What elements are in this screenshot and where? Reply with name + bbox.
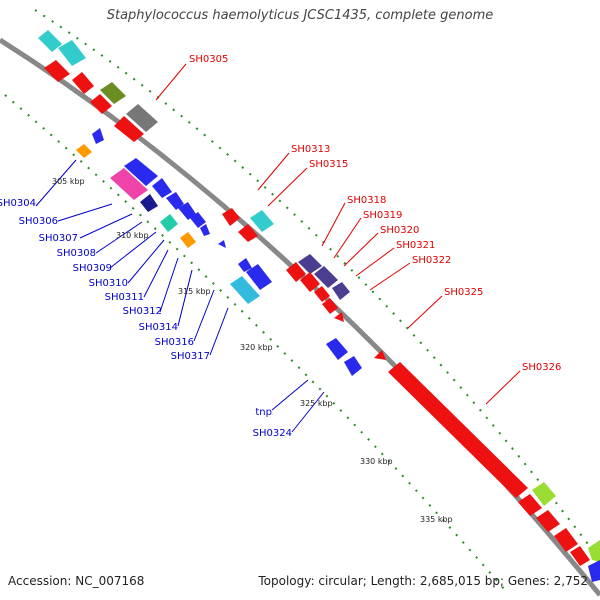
reverse-genes <box>76 128 362 376</box>
forward-genes <box>38 30 600 582</box>
gene-red-8[interactable] <box>300 272 320 292</box>
tick-label: 320 kbp <box>240 343 273 352</box>
gene-label: tnp <box>255 407 272 418</box>
gene-blue-12[interactable] <box>344 356 362 376</box>
tick-label: 310 kbp <box>116 231 149 240</box>
gene-red-14[interactable] <box>570 546 590 566</box>
gene-label: SH0313 <box>291 144 330 155</box>
gene-orange-1[interactable] <box>76 144 92 158</box>
gene-blue-2[interactable] <box>124 158 158 186</box>
gene-blue-end[interactable] <box>588 560 600 582</box>
gene-red-10[interactable] <box>322 298 338 314</box>
gene-red-4[interactable] <box>114 116 144 142</box>
gene-red-2[interactable] <box>72 72 94 94</box>
gene-label: SH0309 <box>73 263 112 274</box>
gene-label: SH0324 <box>253 428 292 439</box>
gene-label: SH0319 <box>363 210 402 221</box>
gene-olive[interactable] <box>100 82 126 104</box>
gene-blue-10[interactable] <box>246 264 272 290</box>
gene-blue-7[interactable] <box>200 224 210 236</box>
gene-cyan-r[interactable] <box>230 276 260 304</box>
gene-label: SH0306 <box>19 216 58 227</box>
gene-label: SH0320 <box>380 225 419 236</box>
gene-blue-6[interactable] <box>190 212 206 228</box>
gene-navy-2[interactable] <box>314 266 338 288</box>
gene-label: SH0305 <box>189 54 228 65</box>
gene-red-small-2[interactable] <box>374 350 386 360</box>
gene-red-long[interactable] <box>388 362 528 498</box>
gene-orange-2[interactable] <box>180 232 196 248</box>
gene-cyan-1[interactable] <box>38 30 62 52</box>
gene-blue-5[interactable] <box>178 202 196 220</box>
gene-red-3[interactable] <box>90 94 112 114</box>
gene-red-11[interactable] <box>518 494 542 516</box>
topology-text: Topology: circular; Length: 2,685,015 bp… <box>258 574 588 588</box>
tick-label: 305 kbp <box>52 177 85 186</box>
map-title: Staphylococcus haemolyticus JCSC1435, co… <box>106 8 494 23</box>
gene-label: SH0318 <box>347 195 386 206</box>
tick-label: 315 kbp <box>178 287 211 296</box>
gene-gray[interactable] <box>126 104 158 132</box>
tick-labels: 305 kbp 310 kbp 315 kbp 320 kbp 325 kbp … <box>52 177 453 524</box>
gene-cyan-3[interactable] <box>250 210 274 232</box>
gene-label: SH0326 <box>522 362 561 373</box>
gene-lime[interactable] <box>532 482 556 506</box>
gene-label: SH0321 <box>396 240 435 251</box>
gene-label: SH0325 <box>444 287 483 298</box>
gene-label: SH0310 <box>89 278 128 289</box>
gene-label: SH0317 <box>171 351 210 362</box>
gene-label: SH0316 <box>155 337 194 348</box>
gene-label: SH0322 <box>412 255 451 266</box>
gene-label: SH0312 <box>123 306 162 317</box>
reverse-leaders <box>35 159 325 433</box>
gene-teal-green[interactable] <box>160 214 178 232</box>
gene-red-1[interactable] <box>44 60 70 82</box>
tick-label: 325 kbp <box>300 399 333 408</box>
tick-label: 335 kbp <box>420 515 453 524</box>
genome-backbone <box>0 37 600 597</box>
gene-red-small[interactable] <box>334 312 344 322</box>
gene-red-6[interactable] <box>238 224 258 242</box>
gene-blue-11[interactable] <box>326 338 348 360</box>
forward-leaders <box>155 63 521 405</box>
gene-label: SH0314 <box>139 322 178 333</box>
tick-label: 330 kbp <box>360 457 393 466</box>
gene-red-7[interactable] <box>286 262 306 282</box>
gene-label: SH0311 <box>105 292 144 303</box>
forward-gene-labels: SH0305 SH0313 SH0315 SH0318 SH0319 SH032… <box>189 54 561 373</box>
gene-cyan-2[interactable] <box>58 40 86 66</box>
gene-label: SH0304 <box>0 198 36 209</box>
gene-red-13[interactable] <box>554 528 578 552</box>
gene-lime-2[interactable] <box>588 540 600 562</box>
gene-blue-4[interactable] <box>166 192 184 210</box>
gene-label: SH0307 <box>39 233 78 244</box>
gene-navy-r[interactable] <box>140 194 158 212</box>
gene-blue-8[interactable] <box>218 240 226 248</box>
gene-navy-1[interactable] <box>298 254 322 274</box>
gene-magenta[interactable] <box>110 168 148 200</box>
gene-blue-1[interactable] <box>92 128 104 144</box>
gene-red-9[interactable] <box>314 286 330 302</box>
gene-red-5[interactable] <box>222 208 240 226</box>
gene-label: SH0308 <box>57 248 96 259</box>
gene-blue-9[interactable] <box>238 258 252 272</box>
gene-label: SH0315 <box>309 159 348 170</box>
accession-text: Accession: NC_007168 <box>8 574 145 588</box>
reverse-gene-labels: SH0304 SH0306 SH0307 SH0308 SH0309 SH031… <box>0 198 292 439</box>
gene-blue-3[interactable] <box>152 178 172 198</box>
gene-red-12[interactable] <box>536 510 560 532</box>
gene-navy-3[interactable] <box>332 282 350 300</box>
